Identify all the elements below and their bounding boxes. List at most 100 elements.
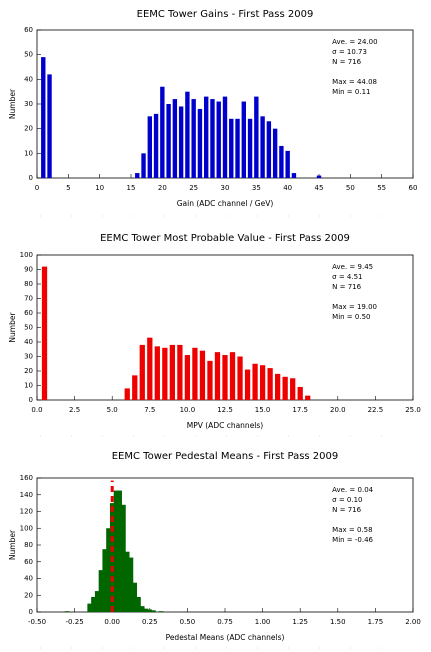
bar <box>166 104 171 178</box>
bar <box>124 551 130 612</box>
x-tick-label: 5 <box>66 184 70 192</box>
bar <box>241 101 246 178</box>
stat-line: N = 716 <box>332 283 361 291</box>
bar <box>214 352 221 400</box>
y-axis-label: Number <box>8 529 17 560</box>
x-tick-label: 1.00 <box>255 618 271 626</box>
bar <box>128 557 134 612</box>
bar <box>229 352 236 400</box>
y-tick-label: 100 <box>20 524 33 532</box>
stat-line: Ave. = 0.04 <box>332 486 374 494</box>
x-tick-label: 50 <box>346 184 355 192</box>
y-tick-label: 90 <box>24 266 33 274</box>
y-tick-label: 140 <box>20 491 33 499</box>
x-tick-label: 17.5 <box>292 406 308 414</box>
x-tick-label: 10.0 <box>180 406 196 414</box>
bar <box>254 96 259 178</box>
bar <box>141 153 146 178</box>
bar <box>87 603 92 612</box>
bar <box>252 363 258 400</box>
bar <box>154 346 160 400</box>
x-tick-label: 25 <box>189 184 198 192</box>
bar <box>106 528 111 612</box>
bar <box>305 395 311 400</box>
bar <box>91 596 96 612</box>
x-tick-label: 5.0 <box>107 406 118 414</box>
bar <box>237 356 243 400</box>
stat-line: Min = 0.11 <box>332 88 370 96</box>
bar <box>229 118 234 178</box>
bar <box>132 375 138 400</box>
y-tick-label: 10 <box>24 382 33 390</box>
bar <box>177 344 183 400</box>
bar <box>121 504 126 612</box>
x-tick-label: 0 <box>35 184 39 192</box>
y-tick-label: 0 <box>29 396 33 404</box>
y-tick-label: 80 <box>24 541 33 549</box>
bar <box>41 57 46 179</box>
y-tick-label: 30 <box>24 353 33 361</box>
x-axis-label: Gain (ADC channel / GeV) <box>177 199 274 208</box>
bar <box>199 350 206 400</box>
y-tick-label: 120 <box>20 508 33 516</box>
chart-title: EEMC Tower Pedestal Means - First Pass 2… <box>112 451 339 462</box>
bar <box>140 606 145 612</box>
bar <box>260 116 265 178</box>
bar <box>162 347 168 400</box>
y-tick-label: 20 <box>24 367 33 375</box>
x-tick-label: 0.50 <box>180 618 196 626</box>
bar <box>147 609 153 612</box>
bar <box>244 369 251 400</box>
x-tick-label: 1.50 <box>330 618 346 626</box>
stat-line: Min = -0.46 <box>332 536 373 544</box>
stat-line: Ave. = 24.00 <box>332 38 377 46</box>
bar <box>64 611 70 612</box>
x-tick-label: 1.75 <box>368 618 384 626</box>
bar <box>41 266 48 400</box>
bar <box>169 344 175 400</box>
bar <box>117 490 122 612</box>
x-tick-label: 15 <box>127 184 136 192</box>
y-tick-label: 40 <box>24 75 33 83</box>
bar <box>151 610 156 612</box>
bar <box>113 490 119 612</box>
y-tick-label: 50 <box>24 324 33 332</box>
bar <box>94 591 100 612</box>
bar <box>216 101 221 178</box>
bar <box>98 570 104 612</box>
y-tick-label: 100 <box>20 251 33 259</box>
y-tick-label: 0 <box>29 608 33 616</box>
chart-title: EEMC Tower Most Probable Value - First P… <box>100 233 350 244</box>
chart-title: EEMC Tower Gains - First Pass 2009 <box>137 9 314 20</box>
bar <box>47 74 52 178</box>
y-tick-label: 30 <box>24 100 33 108</box>
bar <box>124 388 130 400</box>
bar <box>275 373 281 400</box>
bar <box>247 118 253 178</box>
x-tick-label: 55 <box>377 184 386 192</box>
bar <box>297 386 303 400</box>
bar <box>259 365 266 400</box>
bar <box>266 121 272 178</box>
x-tick-label: 7.5 <box>144 406 155 414</box>
y-tick-label: 40 <box>24 338 33 346</box>
bar <box>210 99 215 178</box>
x-tick-label: 15.0 <box>255 406 271 414</box>
stat-line: N = 716 <box>332 58 361 66</box>
x-tick-label: 2.5 <box>69 406 80 414</box>
y-axis-label: Number <box>8 88 17 119</box>
bar <box>139 344 145 400</box>
bar <box>185 91 190 178</box>
x-tick-label: 40 <box>283 184 292 192</box>
bar <box>132 582 138 612</box>
bar <box>279 145 284 178</box>
bar <box>184 355 191 400</box>
bar <box>160 86 165 178</box>
stat-line: Min = 0.50 <box>332 313 370 321</box>
bar <box>291 173 297 178</box>
x-tick-label: 35 <box>252 184 261 192</box>
y-tick-label: 70 <box>24 295 33 303</box>
x-tick-label: 0.25 <box>142 618 158 626</box>
x-tick-label: 0.00 <box>104 618 120 626</box>
